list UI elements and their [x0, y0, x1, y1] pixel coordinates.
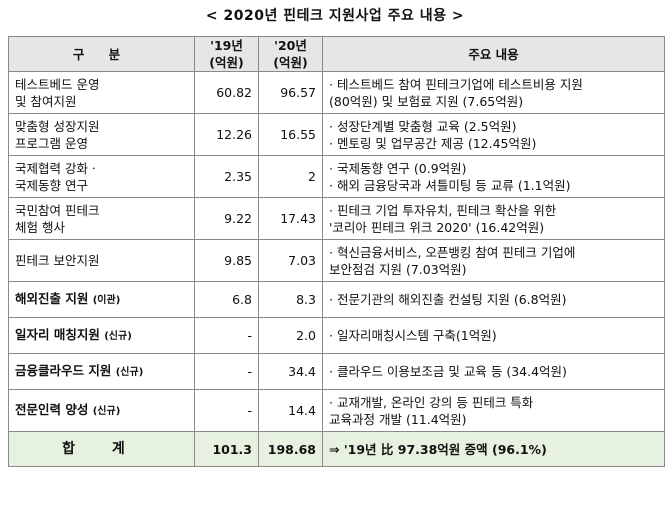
row-category: 금융클라우드 지원 (신규) [8, 353, 195, 390]
row-category: 핀테크 보안지원 [8, 239, 195, 282]
row-content-line: · 핀테크 기업 투자유치, 핀테크 확산을 위한 [329, 202, 557, 218]
row-content: · 전문기관의 해외진출 컨설팅 지원 (6.8억원) [322, 281, 665, 318]
fintech-support-table: 구 분 '19년 (억원) '20년 (억원) 주요 내용 테스트베드 운영 및 … [8, 36, 665, 467]
row-y2019: 9.22 [194, 197, 259, 240]
row-content-line: · 교재개발, 온라인 강의 등 핀테크 특화 [329, 394, 534, 410]
row-y2020: 17.43 [258, 197, 323, 240]
row-category-line: 일자리 매칭지원 [15, 327, 100, 342]
row-content: · 교재개발, 온라인 강의 등 핀테크 특화 교육과정 개발 (11.4억원) [322, 389, 665, 432]
row-content: · 테스트베드 참여 핀테크기업에 테스트비용 지원 (80억원) 및 보험료 지… [322, 71, 665, 114]
row-category: 테스트베드 운영 및 참여지원 [8, 71, 195, 114]
row-content-line: · 혁신금융서비스, 오픈뱅킹 참여 핀테크 기업에 [329, 244, 576, 260]
row-content-line: (80억원) 및 보험료 지원 (7.65억원) [329, 93, 524, 109]
row-category-line: 체험 행사 [15, 219, 65, 235]
row-category-line: 국제동향 연구 [15, 177, 88, 193]
row-content-line: · 국제동향 연구 (0.9억원) [329, 160, 467, 176]
row-content-line: '코리아 핀테크 위크 2020' (16.42억원) [329, 219, 545, 235]
row-category-tag: (신규) [115, 367, 144, 378]
row-category: 전문인력 양성 (신규) [8, 389, 195, 432]
row-category: 국제협력 강화ㆍ 국제동향 연구 [8, 155, 195, 198]
row-y2019: 6.8 [194, 281, 259, 318]
row-category: 해외진출 지원 (이관) [8, 281, 195, 318]
table-row: 테스트베드 운영 및 참여지원 60.82 96.57 · 테스트베드 참여 핀테크기업… [8, 71, 665, 114]
header-2020-year: '20년 [274, 38, 307, 53]
row-category-tag: (신규) [104, 331, 132, 342]
row-y2019: 2.35 [194, 155, 259, 198]
row-category-line: 전문인력 양성 [15, 402, 89, 417]
row-y2019: - [194, 317, 259, 354]
row-content-line: · 테스트베드 참여 핀테크기업에 테스트비용 지원 [329, 76, 583, 92]
row-content-line: · 전문기관의 해외진출 컨설팅 지원 (6.8억원) [329, 292, 567, 307]
row-category-line: 및 참여지원 [15, 93, 77, 109]
row-y2019: 9.85 [194, 239, 259, 282]
header-2019-year: '19년 [210, 38, 243, 53]
row-category-tag: (이관) [92, 295, 121, 306]
row-category-tag: (신규) [92, 406, 121, 417]
row-y2019: 60.82 [194, 71, 259, 114]
row-category-line: 해외진출 지원 [15, 291, 89, 306]
header-2020: '20년 (억원) [258, 36, 323, 72]
row-y2020: 34.4 [258, 353, 323, 390]
table-row: 맞춤형 성장지원 프로그램 운영 12.26 16.55 · 성장단계별 맞춤형 교육 … [8, 113, 665, 156]
header-content: 주요 내용 [322, 36, 665, 72]
row-y2019: - [194, 389, 259, 432]
table-body: 테스트베드 운영 및 참여지원 60.82 96.57 · 테스트베드 참여 핀테크기업… [8, 71, 665, 432]
header-row: 구 분 '19년 (억원) '20년 (억원) 주요 내용 [8, 36, 665, 72]
row-category-line: 핀테크 보안지원 [15, 253, 100, 268]
row-content-line: 교육과정 개발 (11.4억원) [329, 411, 467, 427]
row-y2019: - [194, 353, 259, 390]
table-row: 국제협력 강화ㆍ 국제동향 연구 2.35 2 · 국제동향 연구 (0.9억원) · 해… [8, 155, 665, 198]
row-content: · 핀테크 기업 투자유치, 핀테크 확산을 위한 '코리아 핀테크 위크 202… [322, 197, 665, 240]
row-y2019: 12.26 [194, 113, 259, 156]
row-content: · 일자리매칭시스템 구축(1억원) [322, 317, 665, 354]
page-title: < 2020년 핀테크 지원사업 주요 내용 > [205, 8, 465, 24]
row-category-line: 금융클라우드 지원 [15, 363, 112, 378]
row-category-line: 맞춤형 성장지원 [15, 118, 100, 134]
row-y2020: 96.57 [258, 71, 323, 114]
row-category-line: 프로그램 운영 [15, 135, 88, 151]
total-row: 합 계 101.3 198.68 ⇒ '19년 比 97.38억원 증액 (96… [8, 431, 665, 467]
row-content-line: · 해외 금융당국과 셔틀미팅 등 교류 (1.1억원) [329, 177, 571, 193]
row-content: · 국제동향 연구 (0.9억원) · 해외 금융당국과 셔틀미팅 등 교류 (1… [322, 155, 665, 198]
row-category: 국민참여 핀테크 체험 행사 [8, 197, 195, 240]
table-row: 국민참여 핀테크 체험 행사 9.22 17.43 · 핀테크 기업 투자유치, 핀테크… [8, 197, 665, 240]
table-row: 전문인력 양성 (신규) -14.4 · 교재개발, 온라인 강의 등 핀테크 특화… [8, 389, 665, 432]
row-y2020: 7.03 [258, 239, 323, 282]
header-2020-unit: (억원) [273, 55, 308, 70]
row-content-line: · 멘토링 및 업무공간 제공 (12.45억원) [329, 135, 537, 151]
header-2019-unit: (억원) [209, 55, 244, 70]
row-category: 일자리 매칭지원 (신규) [8, 317, 195, 354]
total-2020: 198.68 [258, 431, 323, 467]
table-row: 금융클라우드 지원 (신규) -34.4 · 클라우드 이용보조금 및 교육 등 (… [8, 353, 665, 390]
row-content-line: 보안점검 지원 (7.03억원) [329, 261, 467, 277]
table-row: 해외진출 지원 (이관) 6.8 8.3 · 전문기관의 해외진출 컨설팅 지원 (6… [8, 281, 665, 318]
row-y2020: 16.55 [258, 113, 323, 156]
row-content: · 성장단계별 맞춤형 교육 (2.5억원) · 멘토링 및 업무공간 제공 (1… [322, 113, 665, 156]
total-label: 합 계 [8, 431, 195, 467]
row-category-line: 테스트베드 운영 [15, 76, 100, 92]
row-content-line: · 성장단계별 맞춤형 교육 (2.5억원) [329, 118, 517, 134]
row-content-line: · 클라우드 이용보조금 및 교육 등 (34.4억원) [329, 364, 567, 379]
table-row: 일자리 매칭지원 (신규) -2.0 · 일자리매칭시스템 구축(1억원) [8, 317, 665, 354]
row-y2020: 2.0 [258, 317, 323, 354]
row-content: · 혁신금융서비스, 오픈뱅킹 참여 핀테크 기업에 보안점검 지원 (7.03억… [322, 239, 665, 282]
row-category-line: 국민참여 핀테크 [15, 202, 100, 218]
total-2019: 101.3 [194, 431, 259, 467]
row-category: 맞춤형 성장지원 프로그램 운영 [8, 113, 195, 156]
row-category-line: 국제협력 강화ㆍ [15, 160, 100, 176]
row-y2020: 2 [258, 155, 323, 198]
row-content-line: · 일자리매칭시스템 구축(1억원) [329, 328, 497, 343]
row-y2020: 8.3 [258, 281, 323, 318]
total-note: ⇒ '19년 比 97.38억원 증액 (96.1%) [322, 431, 665, 467]
header-category: 구 분 [8, 36, 195, 72]
row-content: · 클라우드 이용보조금 및 교육 등 (34.4억원) [322, 353, 665, 390]
row-y2020: 14.4 [258, 389, 323, 432]
header-2019: '19년 (억원) [194, 36, 259, 72]
table-row: 핀테크 보안지원 9.85 7.03 · 혁신금융서비스, 오픈뱅킹 참여 핀테크 기… [8, 239, 665, 282]
